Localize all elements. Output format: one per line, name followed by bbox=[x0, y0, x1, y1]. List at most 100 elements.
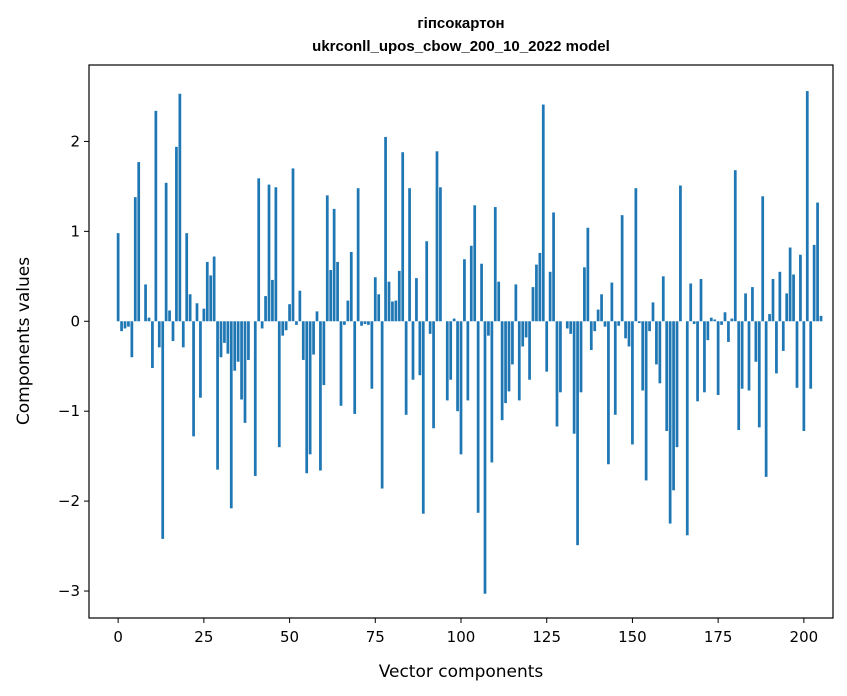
bar bbox=[531, 287, 535, 322]
bar bbox=[312, 321, 315, 355]
bar bbox=[284, 321, 288, 331]
bar bbox=[631, 321, 634, 445]
bar bbox=[291, 168, 295, 322]
bar bbox=[521, 321, 525, 347]
bar bbox=[757, 321, 761, 428]
bar bbox=[579, 321, 583, 393]
bar bbox=[212, 256, 216, 322]
y-axis-ticks: −3 −2 −1 0 1 2 bbox=[58, 132, 89, 600]
bar bbox=[541, 104, 545, 322]
bar bbox=[353, 321, 357, 414]
bar bbox=[720, 321, 723, 325]
bar bbox=[685, 321, 689, 536]
bar bbox=[123, 321, 127, 329]
bar bbox=[809, 321, 813, 389]
bar bbox=[593, 321, 597, 332]
x-tick-label: 125 bbox=[532, 628, 561, 646]
bar bbox=[377, 294, 381, 322]
bar bbox=[161, 321, 165, 539]
bar bbox=[668, 321, 672, 524]
bar bbox=[329, 270, 333, 322]
bar bbox=[415, 278, 418, 322]
bar bbox=[257, 178, 261, 322]
bar bbox=[308, 321, 312, 455]
bar bbox=[754, 321, 758, 362]
bar bbox=[411, 321, 415, 380]
bar bbox=[456, 321, 459, 412]
bar bbox=[236, 321, 240, 362]
bar bbox=[360, 321, 363, 326]
x-axis-ticks: 0 25 50 75 100 125 150 175 200 bbox=[113, 618, 818, 646]
x-tick-label: 100 bbox=[447, 628, 476, 646]
bar bbox=[483, 321, 487, 594]
bar bbox=[637, 321, 641, 324]
bar bbox=[356, 188, 360, 322]
bar bbox=[418, 321, 422, 376]
bar bbox=[404, 321, 408, 415]
bar bbox=[192, 321, 195, 437]
x-tick-label: 75 bbox=[366, 628, 385, 646]
bar bbox=[651, 302, 655, 322]
bar bbox=[504, 321, 507, 404]
bar bbox=[620, 215, 624, 322]
bar bbox=[493, 207, 497, 322]
bar bbox=[613, 321, 617, 415]
bar bbox=[658, 321, 662, 384]
bar bbox=[164, 182, 168, 322]
bar bbox=[336, 261, 339, 322]
bar bbox=[127, 321, 130, 327]
bar bbox=[545, 321, 549, 372]
bar bbox=[706, 321, 710, 341]
bar bbox=[583, 267, 586, 322]
bar bbox=[391, 301, 394, 322]
bar bbox=[116, 233, 120, 322]
y-tick-label: −1 bbox=[58, 402, 80, 420]
bar bbox=[740, 321, 744, 389]
y-tick-label: 1 bbox=[70, 222, 80, 240]
bar bbox=[703, 321, 706, 393]
bar bbox=[775, 321, 778, 374]
bar bbox=[216, 321, 219, 470]
bar bbox=[596, 309, 600, 322]
bar bbox=[219, 321, 223, 358]
bar bbox=[586, 227, 590, 322]
bar bbox=[178, 93, 182, 322]
bar bbox=[373, 277, 377, 322]
bar bbox=[154, 110, 158, 322]
bar bbox=[349, 252, 353, 322]
bar bbox=[181, 321, 185, 348]
chart-subtitle: ukrconll_upos_cbow_200_10_2022 model bbox=[312, 38, 610, 55]
bar bbox=[552, 212, 555, 322]
bar bbox=[247, 321, 250, 360]
bar bbox=[147, 317, 151, 322]
y-tick-label: −3 bbox=[58, 582, 80, 600]
bar bbox=[233, 321, 237, 371]
bar bbox=[343, 321, 346, 325]
bar bbox=[473, 205, 477, 322]
bar bbox=[572, 321, 576, 434]
bar bbox=[432, 321, 435, 429]
bar bbox=[476, 321, 480, 513]
bar bbox=[209, 275, 213, 322]
bar bbox=[727, 321, 730, 342]
bar bbox=[737, 321, 741, 431]
bar bbox=[819, 315, 823, 322]
bar bbox=[528, 321, 531, 380]
bar bbox=[305, 321, 309, 474]
bar bbox=[672, 321, 675, 491]
bar bbox=[397, 270, 401, 322]
bar bbox=[661, 276, 665, 322]
bar bbox=[463, 259, 466, 322]
bar bbox=[363, 321, 367, 324]
bar bbox=[469, 245, 473, 322]
bar bbox=[157, 321, 161, 348]
bar bbox=[559, 321, 562, 393]
bar bbox=[370, 321, 374, 389]
bar bbox=[202, 308, 206, 322]
bar bbox=[319, 321, 322, 471]
y-axis-label: Components values bbox=[14, 257, 34, 425]
bar bbox=[130, 321, 134, 358]
x-axis-label: Vector components bbox=[379, 662, 544, 682]
bar bbox=[723, 312, 727, 322]
bar bbox=[133, 197, 137, 322]
